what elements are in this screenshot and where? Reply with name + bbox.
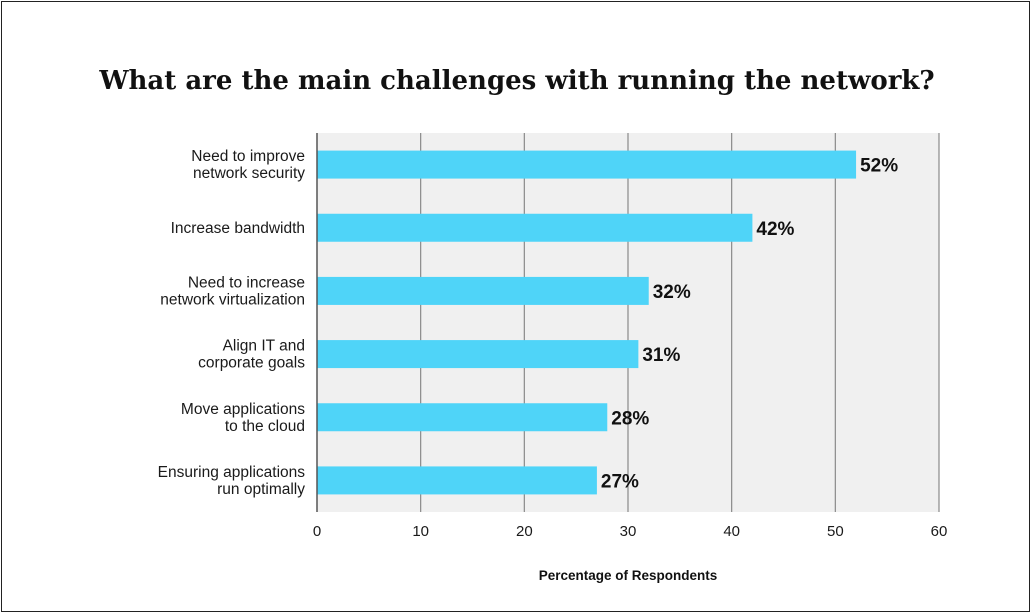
x-tick-label: 40 (723, 523, 740, 540)
value-labels: 52% 42% 32% 31% 28% 27% (601, 156, 898, 493)
category-label: Increase bandwidth (171, 220, 305, 237)
x-tick-label: 20 (516, 523, 533, 540)
data-label: 52% (860, 156, 898, 177)
category-label: Ensuring applications run optimally (158, 464, 306, 498)
gridlines (420, 133, 940, 512)
x-tick-label: 60 (931, 523, 948, 540)
data-label: 28% (611, 408, 649, 429)
x-axis-label: Percentage of Respondents (539, 568, 718, 583)
bar (317, 276, 649, 305)
bar (317, 403, 608, 432)
x-axis-ticks: 0 10 20 30 40 50 60 (313, 523, 948, 540)
data-label: 27% (601, 471, 639, 492)
x-tick-label: 10 (412, 523, 429, 540)
category-label: Need to improve network security (191, 148, 305, 182)
data-label: 42% (756, 219, 794, 240)
category-label: Need to increase network virtualization (160, 274, 305, 308)
category-label: Move applications to the cloud (181, 401, 305, 435)
bar (317, 466, 597, 495)
category-labels: Need to improve network security Increase … (158, 148, 306, 498)
category-label: Align IT and corporate goals (198, 338, 305, 372)
x-tick-label: 0 (313, 523, 321, 540)
chart-title: What are the main challenges with runnin… (99, 66, 935, 96)
x-tick-label: 30 (620, 523, 637, 540)
bar (317, 150, 857, 179)
bars (317, 150, 857, 495)
bar (317, 213, 753, 242)
data-label: 32% (653, 282, 691, 303)
x-tick-label: 50 (827, 523, 844, 540)
bar (317, 340, 639, 369)
data-label: 31% (642, 345, 680, 366)
